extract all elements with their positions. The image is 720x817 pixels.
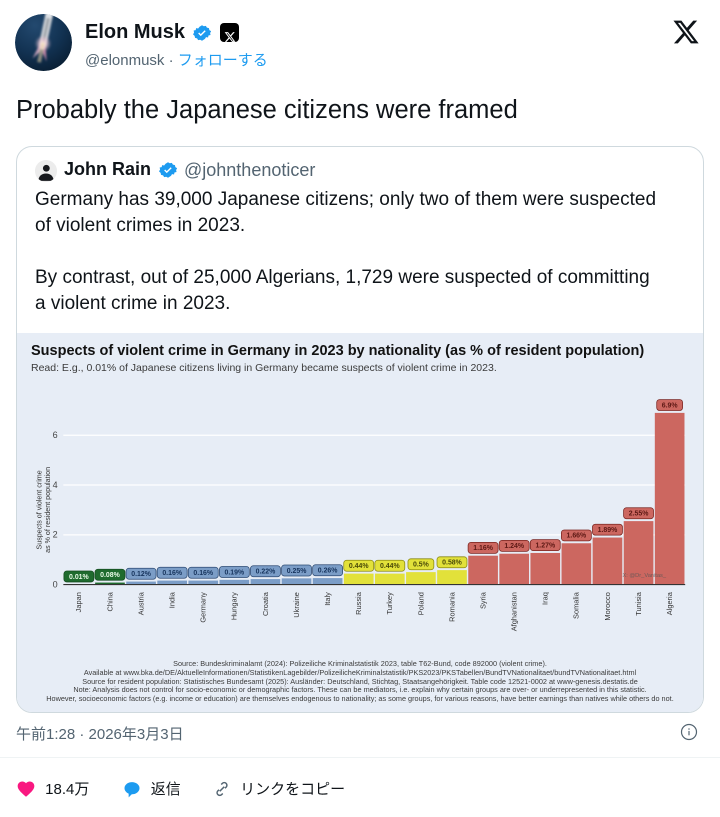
svg-text:0.58%: 0.58%	[442, 560, 462, 567]
svg-text:4: 4	[53, 480, 58, 490]
svg-text:Italy: Italy	[323, 592, 332, 606]
svg-text:0.01%: 0.01%	[69, 574, 89, 581]
svg-text:Somalia: Somalia	[572, 591, 581, 619]
svg-text:China: China	[105, 591, 114, 611]
svg-text:Austria: Austria	[136, 591, 145, 615]
svg-text:0.22%: 0.22%	[256, 569, 276, 576]
svg-text:6: 6	[53, 430, 58, 440]
svg-text:Afghanistan: Afghanistan	[510, 592, 519, 631]
svg-text:Algeria: Algeria	[665, 591, 674, 615]
svg-text:Japan: Japan	[74, 592, 83, 612]
svg-text:Croatia: Croatia	[261, 591, 270, 616]
svg-text:0.16%: 0.16%	[193, 570, 213, 577]
svg-text:0.5%: 0.5%	[413, 562, 429, 569]
svg-text:1.24%: 1.24%	[504, 543, 524, 550]
svg-text:0: 0	[53, 579, 58, 589]
svg-text:Syria: Syria	[478, 591, 487, 609]
svg-text:as % of resident population: as % of resident population	[44, 467, 52, 553]
svg-text:0.12%: 0.12%	[131, 571, 151, 578]
svg-text:Turkey: Turkey	[385, 592, 394, 615]
svg-text:Hungary: Hungary	[230, 592, 239, 620]
svg-text:0.44%: 0.44%	[380, 563, 400, 570]
svg-text:1.27%: 1.27%	[535, 542, 555, 549]
svg-text:India: India	[168, 591, 177, 608]
svg-text:Tunisia: Tunisia	[634, 591, 643, 615]
svg-text:2.55%: 2.55%	[629, 511, 649, 518]
svg-text:0.25%: 0.25%	[287, 568, 307, 575]
svg-text:1.66%: 1.66%	[567, 533, 587, 540]
svg-text:Poland: Poland	[416, 592, 425, 615]
svg-text:Iraq: Iraq	[541, 592, 550, 605]
svg-text:1.16%: 1.16%	[473, 545, 493, 552]
svg-text:2: 2	[53, 530, 58, 540]
svg-text:0.19%: 0.19%	[225, 569, 245, 576]
svg-text:Russia: Russia	[354, 591, 363, 615]
svg-text:Morocco: Morocco	[603, 592, 612, 620]
svg-text:Ukraine: Ukraine	[292, 592, 301, 618]
svg-text:0.08%: 0.08%	[100, 572, 120, 579]
svg-text:Germany: Germany	[199, 592, 208, 623]
svg-text:X: @Dr_Vanitas_: X: @Dr_Vanitas_	[622, 573, 666, 579]
svg-text:Romania: Romania	[447, 591, 456, 622]
svg-text:Suspects of violent crime: Suspects of violent crime	[35, 470, 43, 549]
svg-text:0.44%: 0.44%	[349, 563, 369, 570]
svg-text:0.26%: 0.26%	[318, 568, 338, 575]
svg-text:0.16%: 0.16%	[162, 570, 182, 577]
svg-text:1.89%: 1.89%	[598, 527, 618, 534]
svg-text:6.9%: 6.9%	[662, 402, 678, 409]
